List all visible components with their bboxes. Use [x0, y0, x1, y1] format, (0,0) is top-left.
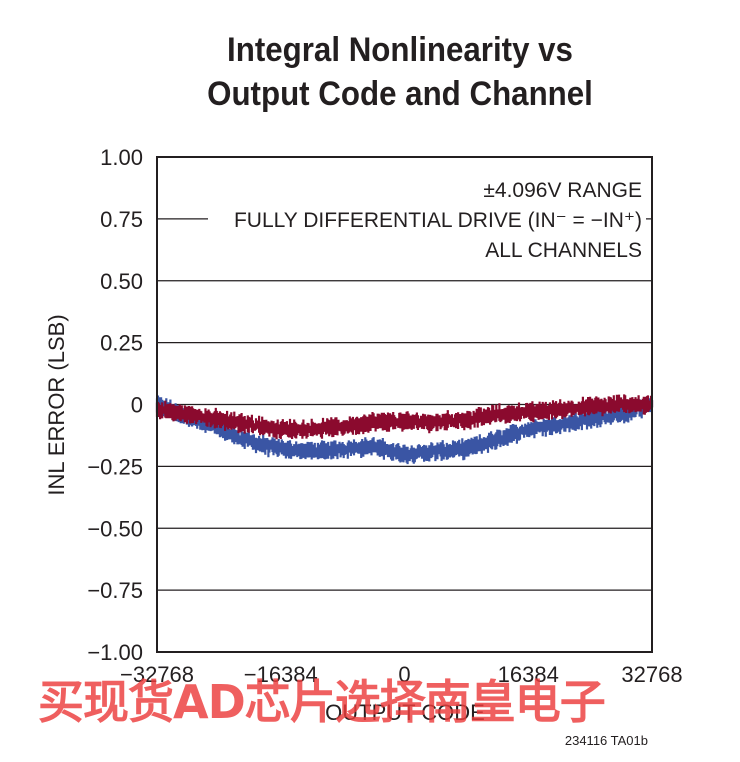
y-axis-title: INL ERROR (LSB) — [44, 314, 69, 495]
watermark-text: 买现货AD芯片选择南皇电子 — [38, 675, 606, 729]
y-tick-label-5: −0.25 — [87, 454, 143, 479]
y-tick-label-6: −0.50 — [87, 516, 143, 541]
annotation-line-2: FULLY DIFFERENTIAL DRIVE (IN⁻ = −IN⁺) — [234, 209, 642, 232]
x-tick-label-1: −16384 — [244, 662, 318, 687]
x-tick-labels: −32768 −16384 0 16384 32768 — [120, 662, 683, 687]
annotation-line-1: ±4.096V RANGE — [483, 179, 642, 202]
y-tick-label-8: −1.00 — [87, 640, 143, 665]
x-tick-label-3: 16384 — [498, 662, 559, 687]
figure-id: 234116 TA01b — [565, 733, 648, 748]
x-tick-label-4: 32768 — [621, 662, 682, 687]
plot-frame — [156, 156, 653, 653]
x-tick-label-2: 0 — [398, 662, 410, 687]
y-tick-label-0: 1.00 — [100, 145, 143, 170]
x-tick-label-0: −32768 — [120, 662, 194, 687]
annotation-line-3: ALL CHANNELS — [485, 239, 642, 262]
annotation-background — [208, 174, 646, 268]
y-tick-label-3: 0.25 — [100, 331, 143, 356]
y-tick-labels: 1.00 0.75 0.50 0.25 0 −0.25 −0.50 −0.75 −1.00 — [87, 145, 143, 665]
grid-layer — [157, 156, 652, 653]
y-tick-label-4: 0 — [131, 393, 143, 418]
y-tick-label-7: −0.75 — [87, 578, 143, 603]
y-tick-label-1: 0.75 — [100, 207, 143, 232]
chart-title-line-1: Integral Nonlinearity vs — [227, 31, 573, 69]
chart-title-line-2: Output Code and Channel — [207, 75, 593, 113]
chart-title: Integral Nonlinearity vs Output Code and… — [32, 28, 740, 116]
x-axis-title: OUTPUT CODE — [325, 700, 485, 725]
y-tick-label-2: 0.50 — [100, 269, 143, 294]
